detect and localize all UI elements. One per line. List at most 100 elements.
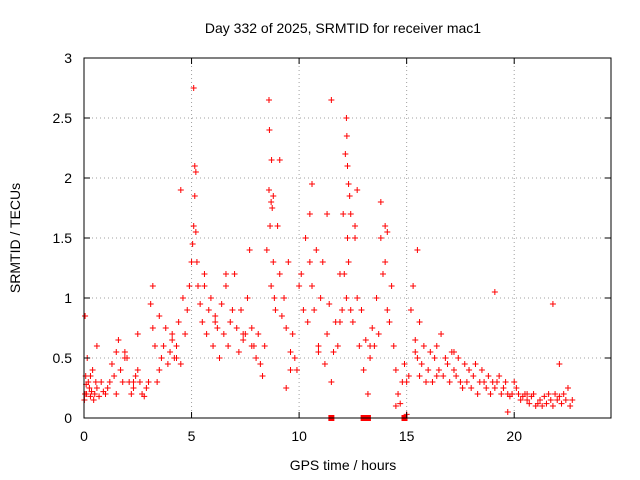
data-point <box>346 193 353 199</box>
data-point <box>121 349 128 355</box>
data-point <box>306 211 313 217</box>
data-point <box>271 295 278 301</box>
data-point <box>384 307 391 313</box>
data-point <box>93 343 100 349</box>
data-point <box>459 385 466 391</box>
data-point <box>481 379 488 385</box>
data-point <box>558 400 565 407</box>
data-point <box>556 393 563 400</box>
data-point <box>300 307 307 313</box>
data-point <box>158 355 165 361</box>
data-point <box>283 385 290 391</box>
data-point <box>397 400 404 407</box>
data-point <box>343 133 350 139</box>
data-point <box>343 115 350 121</box>
data-point <box>412 337 419 343</box>
data-point <box>330 349 337 355</box>
data-point <box>218 301 225 307</box>
data-point <box>326 301 333 307</box>
data-point <box>222 271 229 277</box>
data-point <box>388 283 395 289</box>
data-point <box>446 379 453 385</box>
data-point <box>420 343 427 349</box>
data-point <box>513 385 520 391</box>
data-point <box>191 163 198 169</box>
data-point <box>134 331 141 337</box>
data-point <box>470 373 477 379</box>
data-point <box>212 313 219 319</box>
data-point <box>197 301 204 307</box>
data-point <box>534 400 541 407</box>
data-point <box>90 397 97 403</box>
data-point <box>317 295 324 301</box>
data-point <box>511 379 518 385</box>
data-point <box>478 367 485 373</box>
data-point <box>207 295 214 301</box>
data-point <box>487 391 494 397</box>
data-point <box>156 367 163 373</box>
data-point <box>416 373 423 379</box>
data-point <box>311 307 318 313</box>
data-point <box>315 343 322 349</box>
y-tick-label: 3 <box>64 50 72 66</box>
data-point <box>162 325 169 331</box>
data-point <box>216 355 223 361</box>
data-point <box>450 367 457 373</box>
data-point <box>392 403 399 409</box>
data-point <box>547 397 554 403</box>
data-point <box>222 283 229 289</box>
data-point <box>549 403 556 409</box>
data-point <box>369 325 376 331</box>
data-point <box>309 181 316 187</box>
data-point <box>267 223 274 229</box>
data-point <box>177 187 184 193</box>
data-point <box>287 367 294 373</box>
data-point <box>266 127 273 133</box>
data-point <box>543 400 550 407</box>
data-point <box>246 247 253 253</box>
data-point <box>515 391 522 397</box>
data-point <box>87 393 94 400</box>
data-point <box>269 205 276 211</box>
data-point <box>121 355 128 361</box>
data-point <box>270 193 277 199</box>
data-point <box>265 187 272 193</box>
data-point <box>377 235 384 241</box>
data-point <box>113 391 120 397</box>
data-point <box>220 331 227 337</box>
data-point <box>255 331 262 337</box>
data-point <box>324 211 331 217</box>
data-point <box>345 259 352 265</box>
x-axis-label: GPS time / hours <box>290 457 397 473</box>
data-point <box>504 409 511 415</box>
data-point <box>539 403 546 409</box>
data-point <box>186 283 193 289</box>
data-point <box>188 259 195 265</box>
data-point <box>569 397 576 403</box>
data-point <box>313 247 320 253</box>
data-point <box>309 283 316 289</box>
data-point <box>214 325 221 331</box>
data-point <box>560 391 567 397</box>
data-point <box>438 331 445 337</box>
data-point <box>156 313 163 319</box>
data-point <box>321 361 328 367</box>
data-point <box>106 379 113 385</box>
data-point <box>367 355 374 361</box>
data-point <box>289 331 296 337</box>
y-tick-label: 2.5 <box>53 110 73 126</box>
data-point <box>205 307 212 313</box>
data-point <box>435 367 442 373</box>
data-point <box>87 373 94 379</box>
data-point <box>240 337 247 343</box>
data-point <box>192 169 199 175</box>
data-point <box>554 397 561 403</box>
data-point <box>375 331 382 337</box>
data-point <box>190 85 197 91</box>
data-point <box>334 343 341 349</box>
data-point <box>347 307 354 313</box>
data-point <box>179 295 186 301</box>
data-point <box>98 379 105 385</box>
data-point <box>96 393 103 400</box>
data-point <box>149 283 156 289</box>
